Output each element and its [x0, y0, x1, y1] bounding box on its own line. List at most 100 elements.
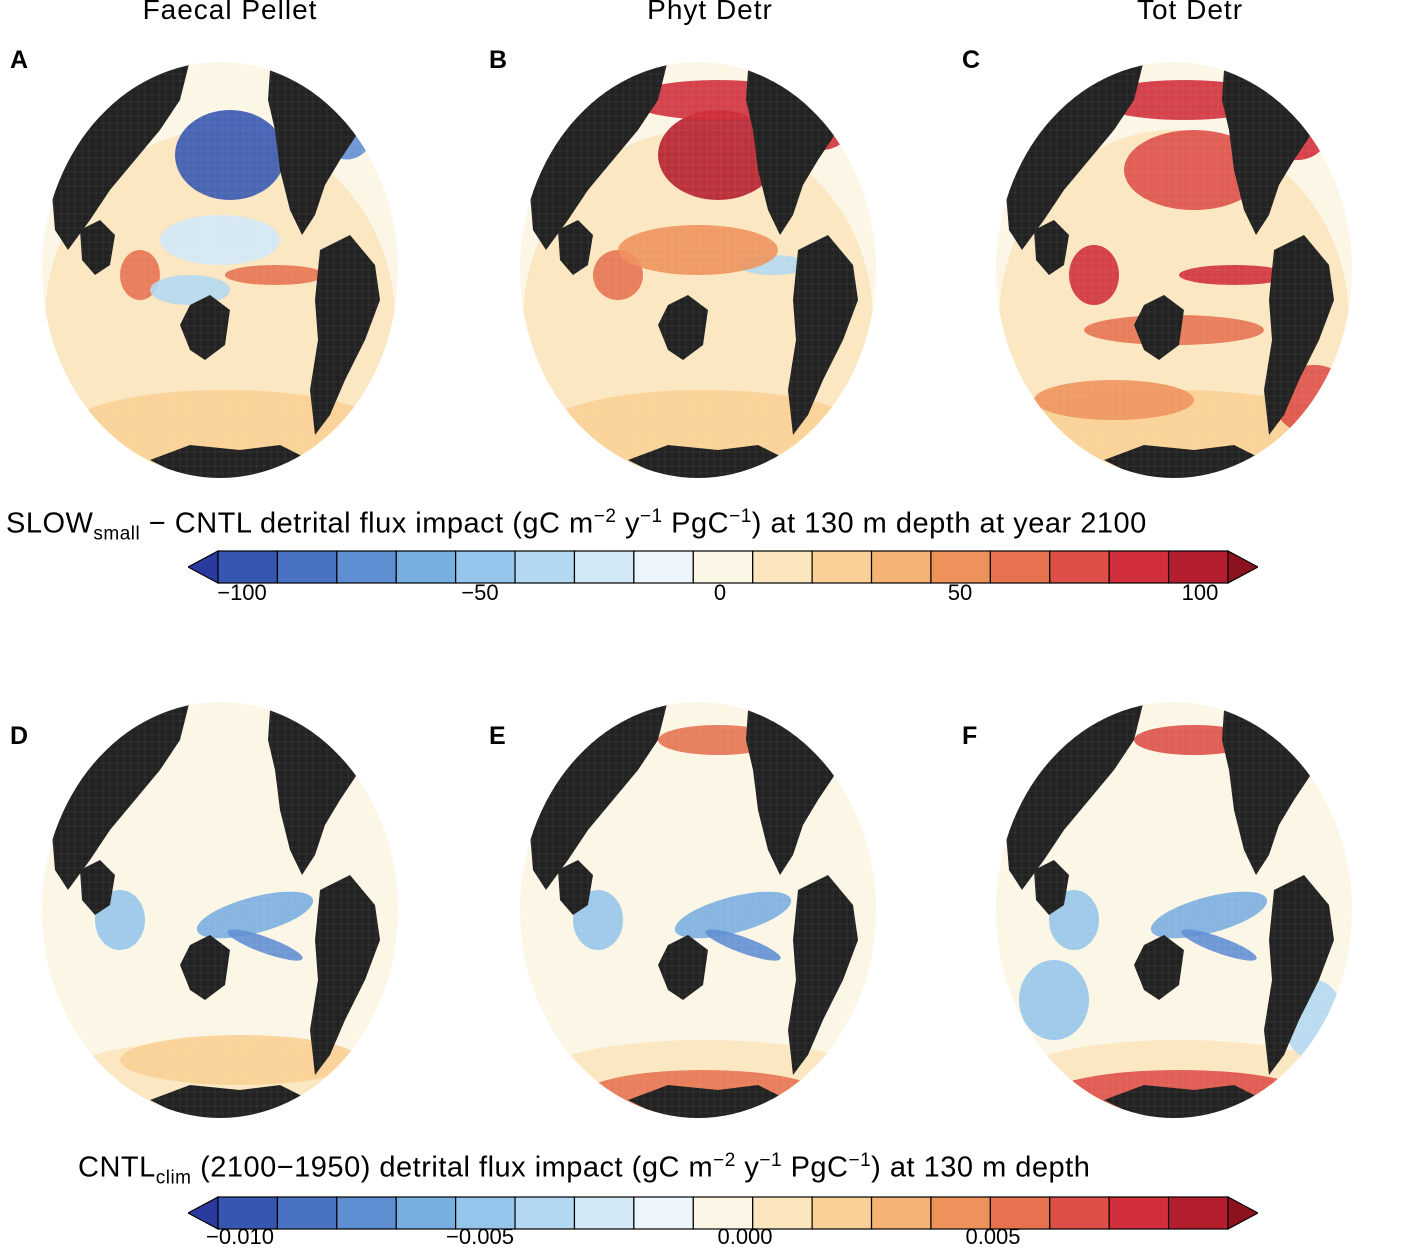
column-title-phyt-detr: Phyt Detr: [647, 0, 773, 25]
colorbar-segment: [336, 1196, 397, 1230]
flux-region: [120, 1035, 360, 1085]
colorbar-segment: [633, 1196, 694, 1230]
colorbar-extend-high: [1227, 550, 1258, 584]
colorbar-segment: [930, 550, 991, 584]
land-mass: [80, 860, 115, 915]
flux-region: [705, 929, 781, 961]
flux-region: [543, 390, 863, 470]
globe-map-a: [42, 62, 398, 478]
land-mass: [788, 875, 858, 1075]
land-mass: [80, 220, 115, 275]
colorbar-segment: [573, 550, 635, 584]
colorbar-extend-low: [188, 550, 219, 584]
tick-label: −100: [217, 580, 267, 605]
flux-region: [175, 110, 285, 200]
colorbar-segment: [692, 550, 754, 584]
globe-map-d: [42, 702, 398, 1118]
colorbar-segment: [514, 1196, 576, 1230]
tick-label: 0.005: [965, 1224, 1021, 1249]
land-mass: [558, 860, 593, 915]
flux-region: [1019, 960, 1089, 1040]
tick-label: −50: [461, 580, 499, 605]
flux-region: [1034, 380, 1194, 420]
flux-region: [674, 891, 792, 939]
tick-label: 0.000: [717, 1224, 773, 1249]
flux-region: [1069, 245, 1119, 305]
flux-region: [120, 250, 160, 300]
colorbar-segment: [1108, 550, 1170, 584]
colorbar-segment: [692, 1196, 754, 1230]
land-mass: [1034, 220, 1069, 275]
panel-label-f: F: [962, 722, 978, 750]
colorbar-segment: [336, 550, 397, 584]
colorbar-segment: [573, 1196, 635, 1230]
flux-region: [1124, 130, 1264, 210]
land-mass: [1264, 875, 1334, 1075]
colorbar-title-top: SLOWsmall − CNTL detrital flux impact (g…: [6, 506, 1147, 545]
colorbar-segment: [1049, 1196, 1110, 1230]
colorbar-segment: [752, 1196, 813, 1230]
globe-map-f: [996, 702, 1352, 1118]
colorbar-segment: [930, 1196, 991, 1230]
colorbar-title-bottom: CNTLclim (2100−1950) detrital flux impac…: [78, 1150, 1091, 1189]
land-mass: [558, 220, 593, 275]
colorbar-segment: [217, 1196, 279, 1230]
flux-region: [1181, 929, 1257, 961]
tick-label: 100: [1181, 580, 1219, 605]
colorbar-segment: [1167, 1196, 1229, 1230]
colorbar-bottom: [188, 1196, 1258, 1230]
flux-region: [227, 929, 303, 961]
colorbar-segment: [870, 1196, 932, 1230]
colorbar-segment: [989, 550, 1051, 584]
globe-map-b: [520, 62, 876, 478]
flux-region: [1150, 891, 1268, 939]
flux-region: [150, 275, 230, 305]
colorbar-segment: [455, 550, 516, 584]
flux-region: [225, 265, 325, 285]
colorbar-segment: [1167, 550, 1229, 584]
colorbar-segment: [276, 550, 338, 584]
flux-region: [65, 390, 385, 470]
column-title-faecal-pellet: Faecal Pellet: [142, 0, 318, 25]
colorbar-segment: [395, 550, 457, 584]
colorbar-top: [188, 550, 1258, 584]
colorbar-segment: [633, 550, 694, 584]
panel-label-d: D: [10, 722, 29, 750]
land-mass: [310, 235, 380, 435]
land-mass: [1264, 235, 1334, 435]
colorbar-segment: [276, 1196, 338, 1230]
flux-region: [658, 110, 778, 200]
tick-label: −0.010: [206, 1224, 274, 1249]
land-mass: [310, 875, 380, 1075]
flux-region: [1179, 265, 1289, 285]
colorbar-segment: [811, 550, 873, 584]
colorbar-segment: [811, 1196, 873, 1230]
land-mass: [788, 235, 858, 435]
land-mass: [1134, 295, 1184, 360]
globe-map-c: [996, 62, 1352, 478]
land-mass: [658, 295, 708, 360]
colorbar-segment: [514, 550, 576, 584]
land-mass: [1134, 935, 1184, 1000]
flux-region: [196, 891, 314, 939]
land-mass: [180, 935, 230, 1000]
land-mass: [180, 295, 230, 360]
tick-label: 0: [713, 580, 727, 605]
globe-map-e: [520, 702, 876, 1118]
flux-region: [618, 225, 778, 275]
colorbar-segment: [395, 1196, 457, 1230]
colorbar-segment: [217, 550, 279, 584]
panel-label-a: A: [10, 46, 29, 74]
colorbar-segment: [752, 550, 813, 584]
land-mass: [1034, 860, 1069, 915]
land-mass: [658, 935, 708, 1000]
colorbar-segment: [1049, 550, 1110, 584]
colorbar-extend-high: [1227, 1196, 1258, 1230]
panel-label-e: E: [489, 722, 506, 750]
colorbar-segment: [1108, 1196, 1170, 1230]
flux-region: [160, 215, 280, 265]
colorbar-segment: [870, 550, 932, 584]
tick-label: −0.005: [446, 1224, 514, 1249]
panel-label-b: B: [489, 46, 508, 74]
column-title-tot-detr: Tot Detr: [1136, 0, 1244, 25]
